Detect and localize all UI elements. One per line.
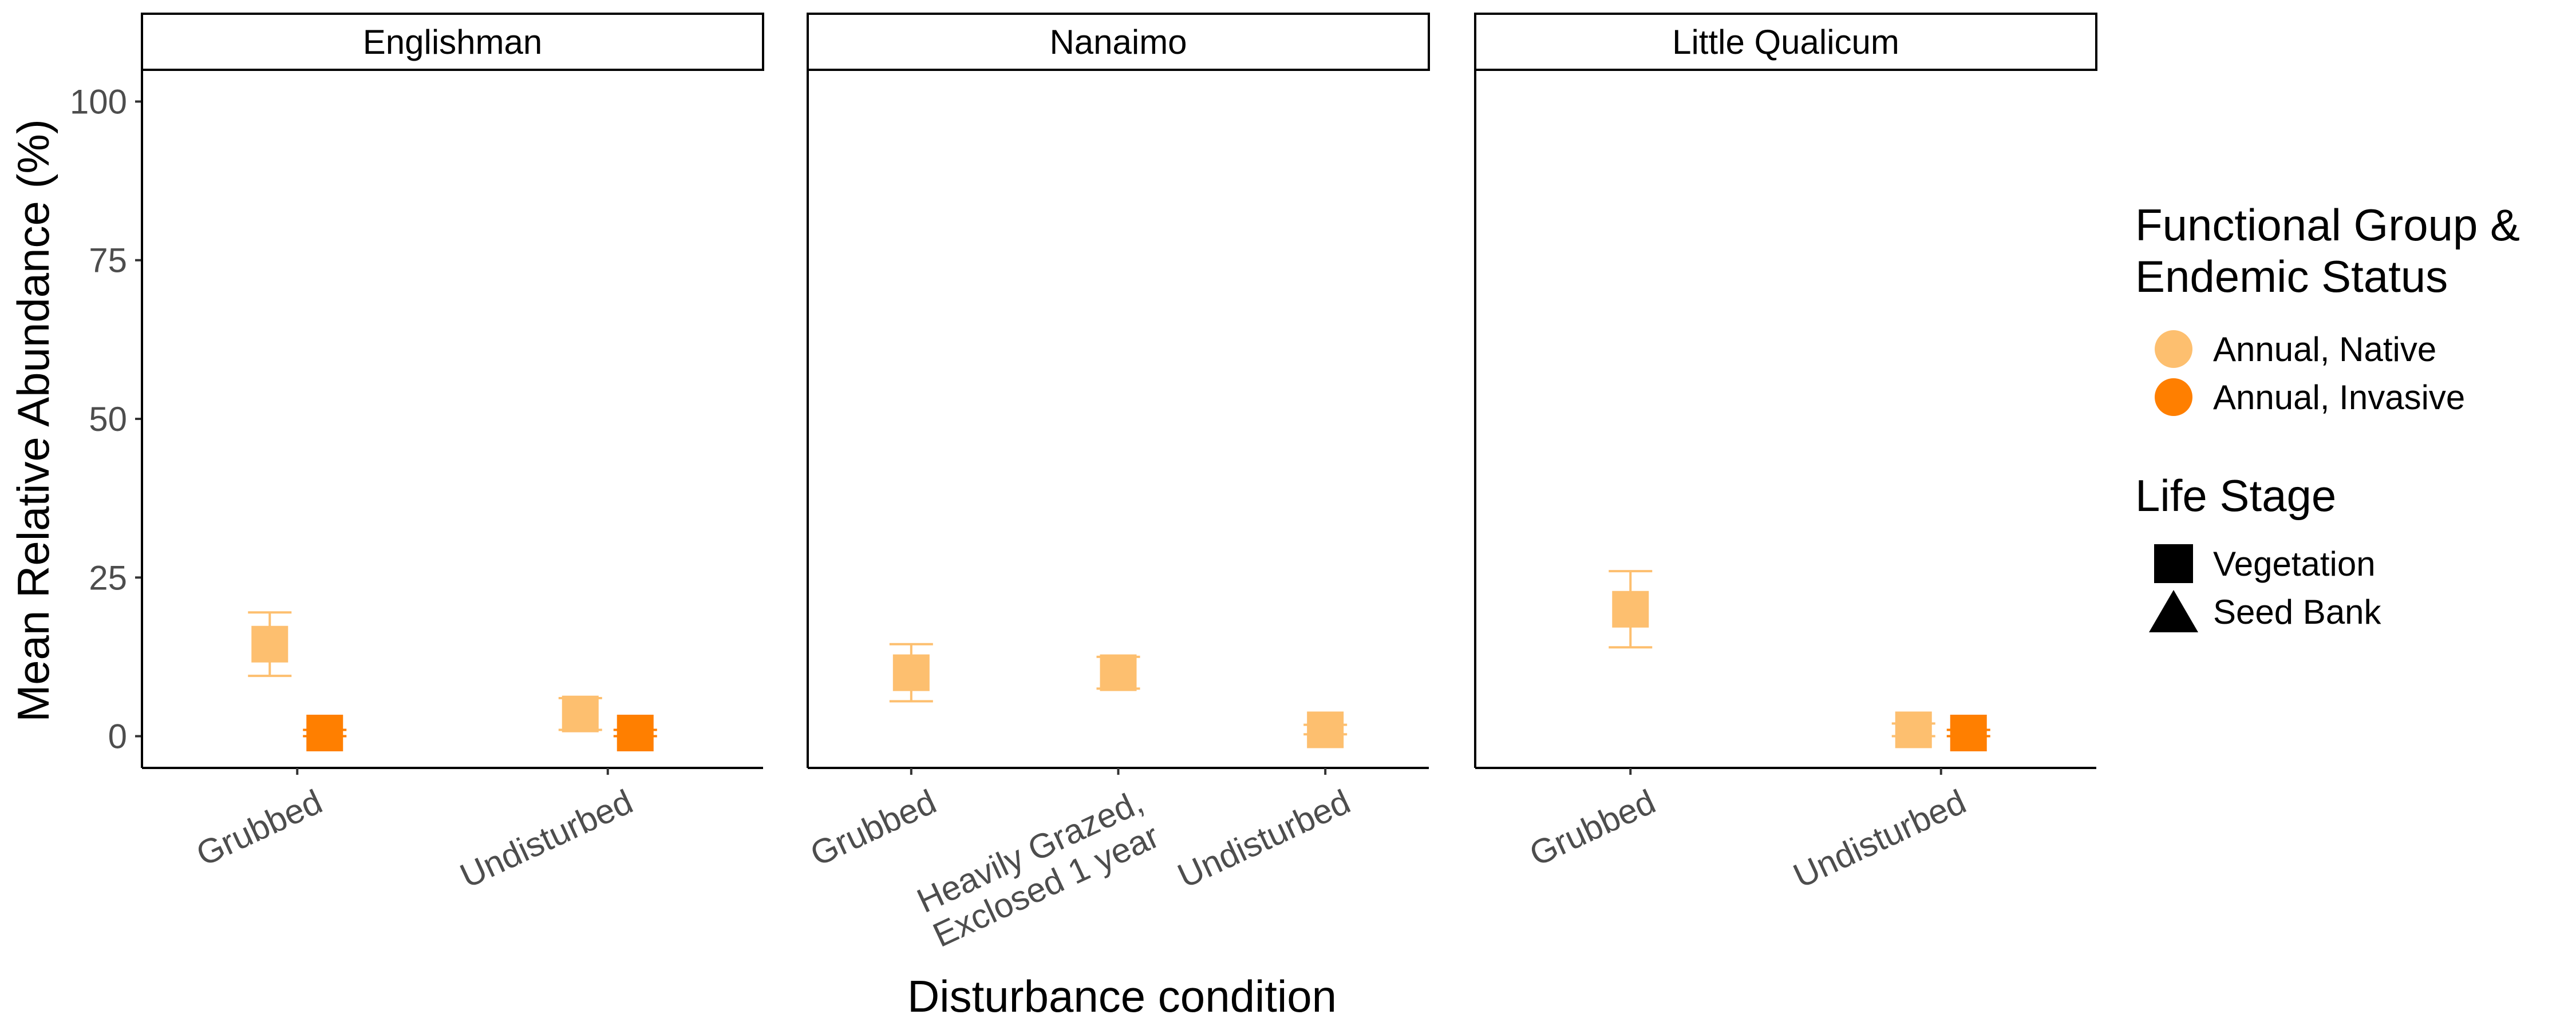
x-tick-label: Grubbed: [191, 782, 328, 873]
legend-color-label: Annual, Native: [2213, 330, 2436, 369]
x-tick-label: Undisturbed: [1788, 782, 1972, 895]
y-tick-label: 25: [89, 558, 127, 597]
x-axis-title: Disturbance condition: [907, 971, 1337, 1021]
data-point: [1895, 711, 1932, 748]
y-axis-ticks: 0 25 50 75 100: [70, 82, 142, 756]
y-tick-label: 75: [89, 241, 127, 280]
legend-shape-label: Seed Bank: [2213, 593, 2382, 631]
data-point: [251, 625, 289, 663]
facet-strip-label: Englishman: [363, 23, 543, 61]
legend-color-title-line2: Endemic Status: [2135, 251, 2448, 302]
data-point: [1100, 654, 1137, 691]
x-tick-label: Grubbed: [804, 782, 942, 873]
data-point: [892, 654, 930, 691]
y-tick-label: 0: [108, 718, 127, 756]
x-tick-label: Heavily Grazed,Exclosed 1 year: [911, 782, 1165, 954]
facet-strip: [807, 13, 1430, 71]
legend-shape-title: Life Stage: [2135, 470, 2336, 521]
facet-strip: [141, 13, 764, 71]
y-axis-title: Mean Relative Abundance (%): [8, 119, 58, 722]
legend-color-items: Annual, Native Annual, Invasive: [2155, 330, 2465, 417]
legend-color-label: Annual, Invasive: [2213, 378, 2465, 417]
data-point: [306, 715, 343, 751]
legend-shape-label: Vegetation: [2213, 545, 2376, 583]
x-tick-label: Grubbed: [1524, 782, 1661, 873]
facet-panel: Englishman Grubbed Undisturbed: [141, 13, 764, 896]
facet-strip-label: Little Qualicum: [1672, 23, 1899, 61]
legend-color-title-line1: Functional Group &: [2135, 200, 2520, 250]
facet-strip-label: Nanaimo: [1049, 23, 1187, 61]
facet-strip: [1474, 13, 2097, 71]
data-point: [562, 695, 599, 732]
legend-shape-items: Vegetation Seed Bank: [2149, 544, 2382, 632]
x-tick-label: Undisturbed: [1172, 782, 1356, 895]
legend-shape-key: [2154, 544, 2193, 583]
data-point: [1307, 711, 1344, 748]
legend-shape-key: [2149, 590, 2198, 632]
y-tick-label: 50: [89, 400, 127, 438]
x-tick-label: Undisturbed: [455, 782, 639, 895]
data-point: [1950, 715, 1987, 751]
y-tick-label: 100: [70, 82, 127, 121]
legend-color-key: [2155, 330, 2192, 368]
facet-panels: Englishman Grubbed Undisturbed Nanaimo Grubb…: [141, 13, 2097, 954]
facet-panel: Little Qualicum Grubbed Undisturbed: [1474, 13, 2097, 896]
data-point: [1612, 591, 1649, 628]
legend-color-key: [2155, 378, 2192, 416]
legend: Functional Group & Endemic Status Annual…: [2135, 200, 2520, 632]
data-point: [617, 715, 654, 751]
